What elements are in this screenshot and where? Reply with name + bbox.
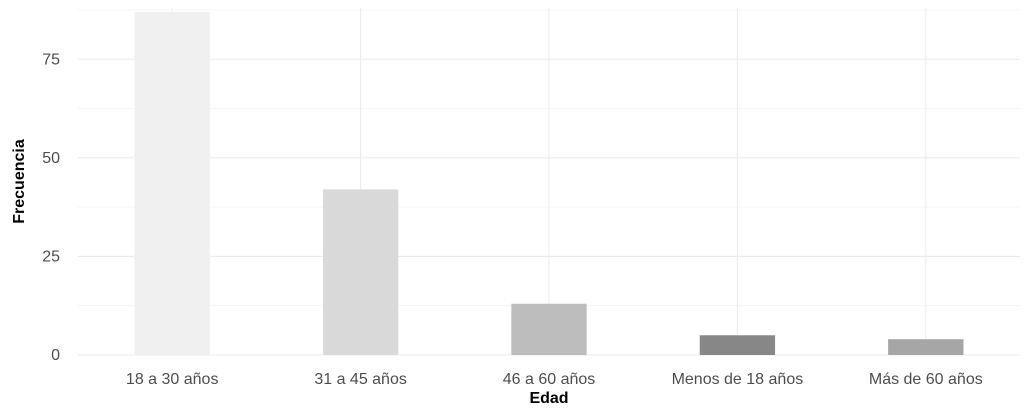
x-axis-ticks: 18 a 30 años 31 a 45 años 46 a 60 años Meno… <box>126 371 983 388</box>
x-tick-label: 31 a 45 años <box>314 371 407 388</box>
x-tick-label: 18 a 30 años <box>126 371 219 388</box>
y-tick-label: 0 <box>51 347 60 364</box>
y-axis-title: Frecuencia <box>11 139 28 224</box>
y-tick-label: 75 <box>42 51 60 68</box>
x-tick-label: Menos de 18 años <box>672 371 804 388</box>
bar <box>699 335 776 355</box>
bar <box>511 303 587 355</box>
bars <box>134 11 964 356</box>
y-axis-ticks: 0 25 50 75 <box>42 51 60 364</box>
bar <box>134 11 210 356</box>
y-tick-label: 50 <box>42 150 60 167</box>
grid-lines <box>78 8 1020 356</box>
x-tick-label: Más de 60 años <box>869 371 983 388</box>
x-axis-title: Edad <box>529 390 568 407</box>
y-tick-label: 25 <box>42 248 60 265</box>
x-tick-label: 46 a 60 años <box>503 371 596 388</box>
bar <box>888 339 964 355</box>
bar <box>322 189 399 355</box>
